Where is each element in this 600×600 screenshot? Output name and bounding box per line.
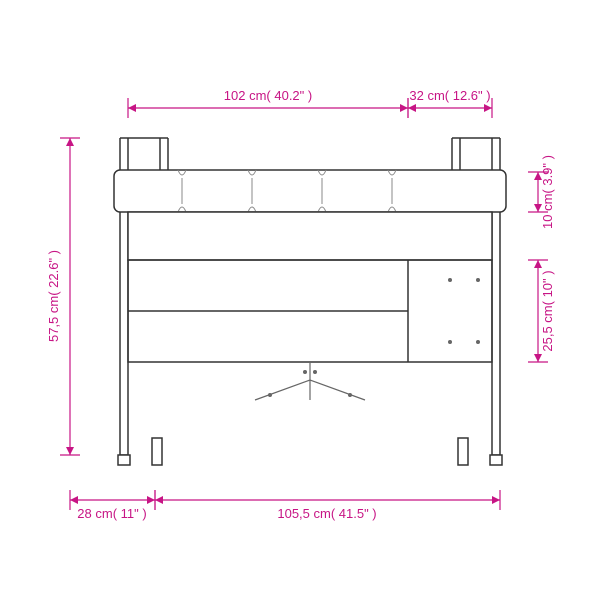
dim-label: 28 cm( 11" ) — [77, 506, 146, 521]
dim-label: 102 cm( 40.2" ) — [224, 88, 312, 103]
dim-label: 57,5 cm( 22.6" ) — [46, 250, 61, 342]
dim-left-height: 57,5 cm( 22.6" ) — [46, 138, 80, 455]
dim-label: 105,5 cm( 41.5" ) — [277, 506, 376, 521]
dim-bottom-width: 105,5 cm( 41.5" ) — [155, 490, 500, 521]
furniture-outline — [114, 138, 506, 465]
dim-top-depth: 32 cm( 12.6" ) — [408, 88, 492, 118]
dim-label: 25,5 cm( 10" ) — [540, 270, 555, 351]
dimension-diagram: 102 cm( 40.2" ) 32 cm( 12.6" ) 57,5 cm( 22… — [0, 0, 600, 600]
cross-brace — [255, 362, 365, 400]
dim-top-width: 102 cm( 40.2" ) — [128, 88, 408, 118]
dim-bottom-depth: 28 cm( 11" ) — [70, 490, 155, 521]
dim-label: 32 cm( 12.6" ) — [409, 88, 490, 103]
dim-right-seat-h: 10 cm( 3.9" ) — [528, 155, 555, 229]
dim-right-shelf-h: 25,5 cm( 10" ) — [528, 260, 555, 362]
dim-label: 10 cm( 3.9" ) — [540, 155, 555, 229]
